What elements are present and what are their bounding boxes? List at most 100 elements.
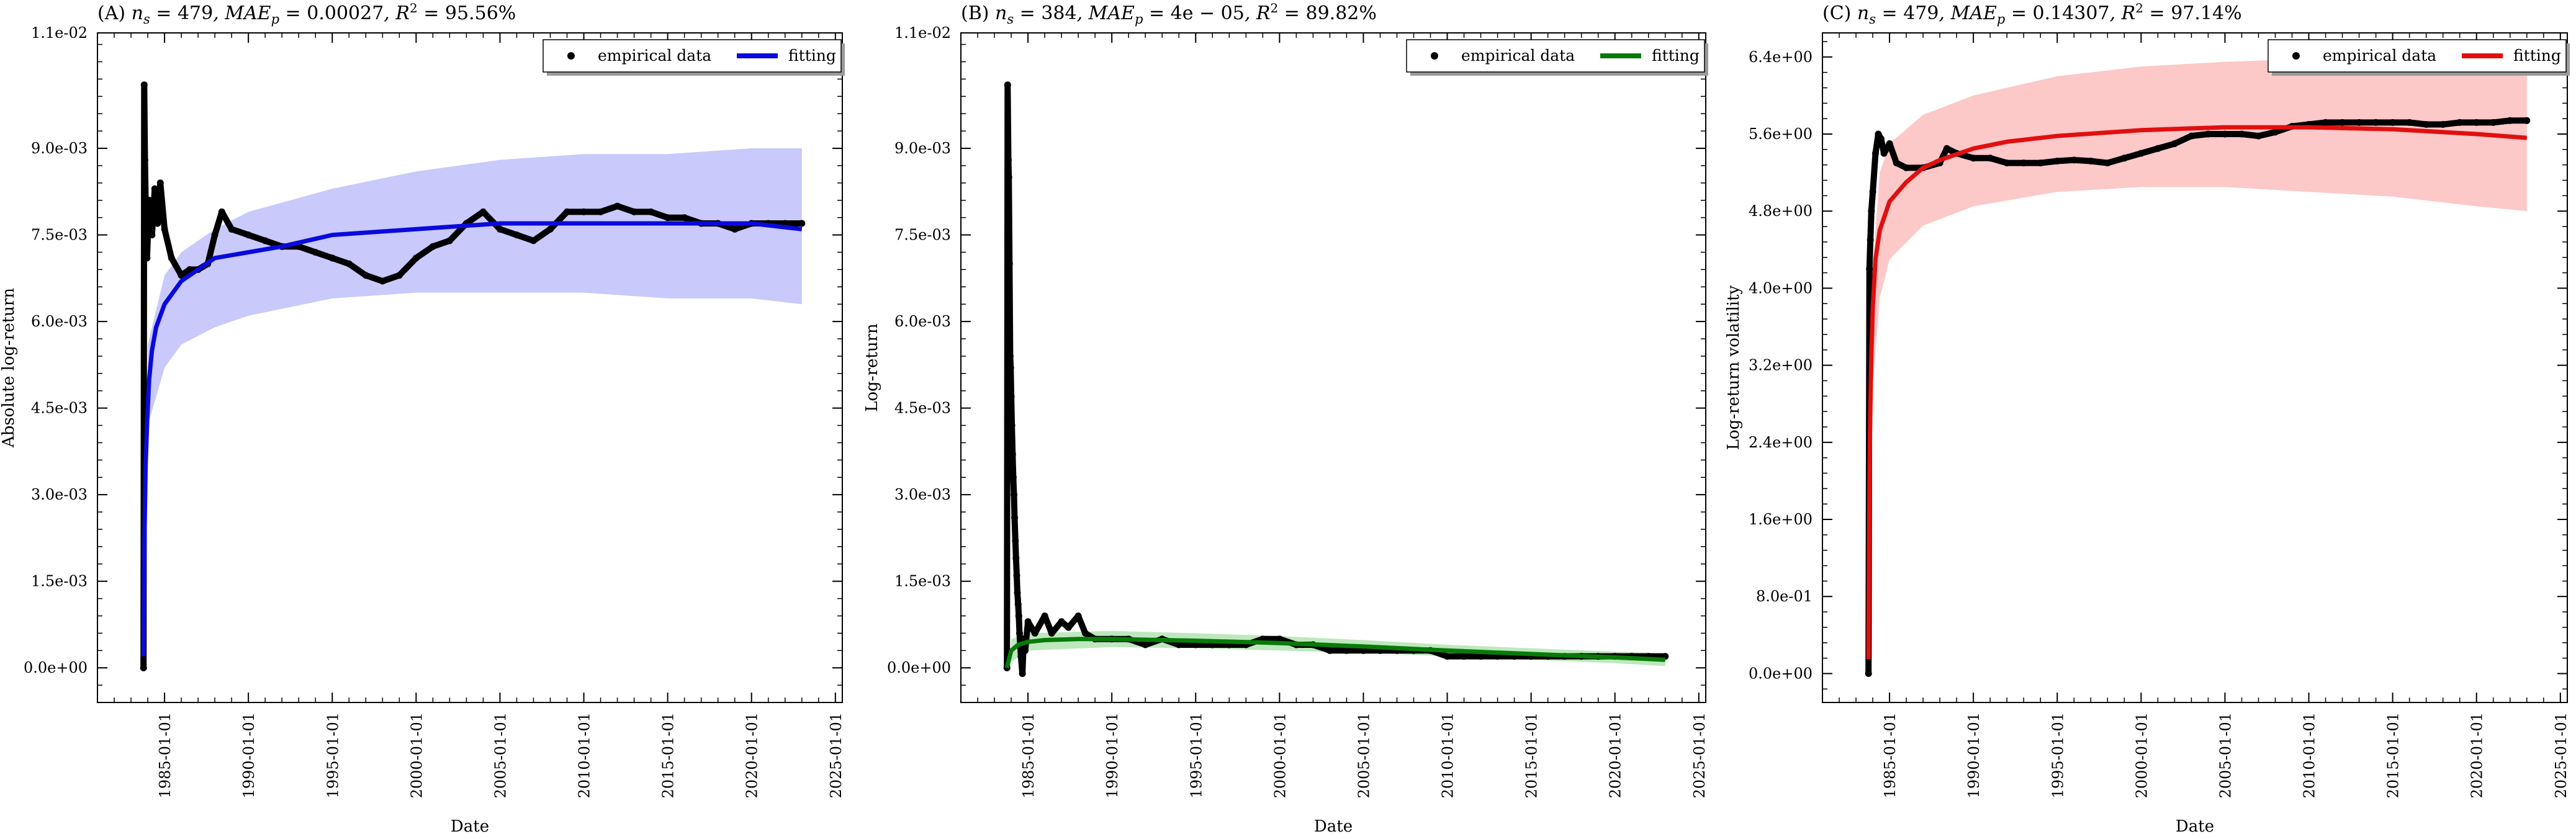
panel-a-data-point-25: [345, 260, 353, 267]
panel-a-data-point-34: [496, 225, 503, 233]
panel-b-data-point-8: [1008, 422, 1016, 429]
panel-c-ytick-label-4: 3.2e+00: [1749, 357, 1813, 374]
panel-c-data-point-24: [2104, 159, 2111, 167]
panel-a-data-point-13: [186, 266, 193, 273]
panel-a-data-point-28: [395, 272, 403, 279]
panel-a-xtick-label-3: 2000-01-01: [408, 712, 425, 798]
panel-a-data-point-6: [148, 231, 156, 239]
panel-c-fit-line: [1866, 125, 2528, 660]
panel-b-xtick-label-4: 2005-01-01: [1355, 712, 1372, 798]
panel-b-ytick-label-5: 7.5e-03: [894, 227, 951, 244]
panel-c-legend-label-fitting: fitting: [2513, 47, 2561, 65]
panel-b-xtick-label-1: 1990-01-01: [1104, 712, 1121, 798]
panel-c-data-point-45: [2456, 119, 2464, 126]
panel-a: 0.0e+00 1.5e-03 3.0e-03 4.5e-03 6.0e-03 7.5e-…: [0, 1, 845, 836]
panel-b-data-point-3: [1005, 174, 1012, 181]
panel-a-xtick-label-7: 2020-01-01: [744, 712, 761, 798]
panel-a-title-mae: 0.00027: [307, 2, 384, 24]
panel-b: 0.0e+00 1.5e-03 3.0e-03 4.5e-03 6.0e-03 7.5e-…: [863, 1, 1708, 836]
panel-c-xtick-label-5: 2010-01-01: [2301, 712, 2318, 798]
panel-c-xtick-label-1: 1990-01-01: [1965, 712, 1983, 798]
panel-b-data-point-54: [1461, 653, 1468, 660]
panel-b-data-point-4: [1006, 260, 1013, 267]
panel-c-data-point-8: [1880, 150, 1888, 157]
panel-b-data-point-29: [1065, 624, 1072, 631]
panel-c-data-point-2: [1867, 236, 1874, 244]
panel-c-title-label: (C): [1822, 2, 1851, 24]
panel-c-data-point-0: [1865, 670, 1872, 677]
panel-b-xtick-label-5: 2010-01-01: [1439, 712, 1457, 798]
panel-a-data-point-11: [168, 254, 175, 262]
panel-b-data-point-2: [1005, 156, 1012, 164]
panel-c-title-ns: 479: [1903, 2, 1939, 24]
panel-b-ytick-label-1: 1.5e-03: [894, 573, 951, 590]
panel-a-data-point-9: [156, 179, 164, 187]
panel-c-ytick-label-5: 4.0e+00: [1749, 279, 1813, 297]
panel-b-ytick-label-0: 0.0e+00: [887, 659, 951, 676]
panel-c-ytick-label-2: 1.6e+00: [1749, 511, 1813, 528]
panel-c: 0.0e+00 8.0e-01 1.6e+00 2.4e+00 3.2e+00 4.0e+…: [1724, 1, 2570, 836]
panel-b-empirical-trace: [1004, 81, 1669, 677]
panel-c-ytick-label-7: 5.6e+00: [1749, 125, 1813, 143]
panel-a-y-axis-label: Absolute log-return: [0, 288, 18, 448]
panel-c-data-point-46: [2473, 119, 2480, 126]
panel-b-title: (B) ns = 384, MAEp = 4e − 05, R2 = 89.82…: [961, 1, 1377, 27]
panel-a-data-point-17: [218, 208, 225, 215]
panel-a-data-point-26: [362, 272, 369, 279]
panel-a-data-point-18: [228, 225, 235, 233]
panel-a-data-point-40: [597, 208, 605, 215]
panel-b-data-point-14: [1012, 555, 1020, 562]
panel-a-x-axis-label: Date: [451, 817, 489, 836]
panel-b-title-ns: 384: [1041, 2, 1076, 24]
panel-b-data-point-46: [1326, 647, 1333, 654]
panel-a-confidence-band: [148, 148, 802, 426]
panel-b-data-point-47: [1343, 647, 1350, 654]
panel-b-plot-area: [1003, 81, 1669, 677]
panel-c-data-point-44: [2439, 121, 2447, 128]
panel-c-data-point-16: [1970, 155, 1977, 162]
panel-a-data-point-37: [547, 225, 554, 233]
panel-a-data-point-2: [142, 156, 148, 164]
panel-a-data-point-4: [143, 254, 151, 262]
panel-b-data-point-19: [1016, 629, 1023, 637]
panel-c-data-point-34: [2272, 128, 2279, 136]
panel-c-plot-area: [1865, 56, 2531, 677]
panel-a-title: (A) ns = 479, MAEp = 0.00027, R2 = 95.56…: [97, 1, 516, 27]
panel-a-data-point-29: [412, 254, 420, 262]
panel-c-xtick-label-6: 2015-01-01: [2385, 712, 2402, 798]
panel-b-data-point-28: [1058, 618, 1065, 626]
panel-a-data-point-27: [379, 277, 386, 285]
panel-b-xtick-label-8: 2025-01-01: [1691, 712, 1708, 798]
panel-c-data-point-10: [1893, 159, 1900, 167]
panel-a-fit-line: [141, 221, 803, 657]
panel-a-data-point-31: [446, 237, 453, 245]
panel-b-ytick-label-7: 1.1e-02: [894, 24, 951, 42]
panel-c-xtick-label-2: 1995-01-01: [2049, 712, 2066, 798]
panel-a-xtick-label-2: 1995-01-01: [324, 712, 341, 798]
panel-c-ytick-label-0: 0.0e+00: [1749, 665, 1813, 682]
panel-c-axes-frame: [1822, 32, 2568, 703]
panel-b-data-point-6: [1007, 364, 1014, 371]
panel-c-data-point-25: [2120, 155, 2128, 162]
panel-b-data-point-24: [1024, 618, 1032, 626]
panel-c-data-point-9: [1886, 140, 1893, 147]
panel-a-plot-area: [140, 81, 806, 671]
panel-b-x-axis-label: Date: [1314, 817, 1353, 836]
panel-c-data-point-5: [1872, 150, 1879, 157]
panel-b-data-point-53: [1444, 653, 1451, 660]
panel-b-data-point-5: [1006, 352, 1014, 360]
panel-a-data-point-52: [798, 220, 806, 227]
panel-c-data-point-37: [2322, 119, 2330, 126]
panel-c-data-point-19: [2020, 159, 2027, 167]
panel-c-data-point-30: [2204, 130, 2212, 138]
panel-a-data-point-16: [211, 231, 218, 239]
panel-a-xtick-label-1: 1990-01-01: [240, 712, 258, 798]
panel-b-data-point-35: [1142, 641, 1149, 648]
panel-a-data-point-42: [631, 208, 638, 215]
panel-c-data-point-23: [2087, 158, 2094, 164]
panel-c-xtick-label-7: 2020-01-01: [2469, 712, 2486, 798]
panel-b-legend-label-fitting: fitting: [1652, 47, 1700, 65]
panel-c-title-r2: 97.14%: [2171, 2, 2241, 24]
panel-c-xtick-label-8: 2025-01-01: [2552, 712, 2570, 798]
panel-a-data-point-10: [161, 225, 168, 233]
